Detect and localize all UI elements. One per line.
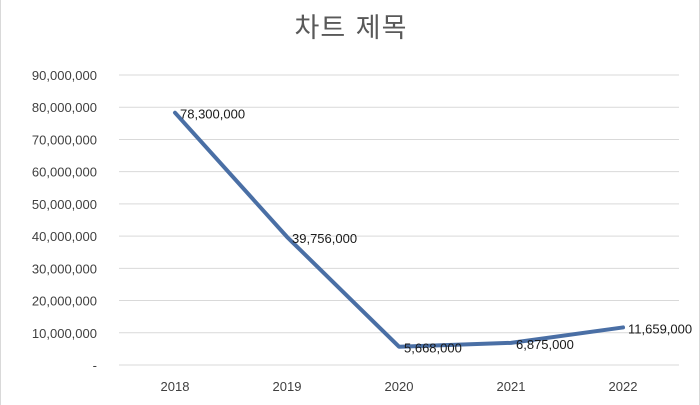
x-tick-label: 2022	[609, 379, 638, 394]
data-label: 5,668,000	[404, 341, 462, 356]
y-tick-label: 20,000,000	[32, 294, 97, 309]
y-tick-label: 10,000,000	[32, 326, 97, 341]
y-tick-label: 50,000,000	[32, 197, 97, 212]
gridlines	[119, 74, 679, 366]
data-label: 6,875,000	[516, 337, 574, 352]
series-line-group	[173, 110, 625, 349]
data-label: 78,300,000	[180, 107, 245, 122]
data-labels: 78,300,000 39,756,000 5,668,000 6,875,000 11…	[180, 107, 692, 356]
x-tick-label: 2019	[273, 379, 302, 394]
y-tick-label: 70,000,000	[32, 132, 97, 147]
y-tick-label: 30,000,000	[32, 261, 97, 276]
data-label: 39,756,000	[292, 231, 357, 246]
x-tick-label: 2021	[497, 379, 526, 394]
y-tick-label: -	[93, 358, 97, 373]
x-axis-tick-labels: 2018 2019 2020 2021 2022	[161, 379, 638, 394]
chart-title: 차트 제목	[294, 13, 408, 44]
series-line	[173, 110, 625, 349]
x-tick-label: 2018	[161, 379, 190, 394]
x-tick-label: 2020	[385, 379, 414, 394]
y-axis-tick-labels: 90,000,000 80,000,000 70,000,000 60,000,000…	[32, 68, 97, 373]
y-tick-label: 40,000,000	[32, 229, 97, 244]
y-tick-label: 80,000,000	[32, 100, 97, 115]
y-tick-label: 60,000,000	[32, 165, 97, 180]
data-label: 11,659,000	[628, 321, 692, 336]
y-tick-label: 90,000,000	[32, 68, 97, 83]
